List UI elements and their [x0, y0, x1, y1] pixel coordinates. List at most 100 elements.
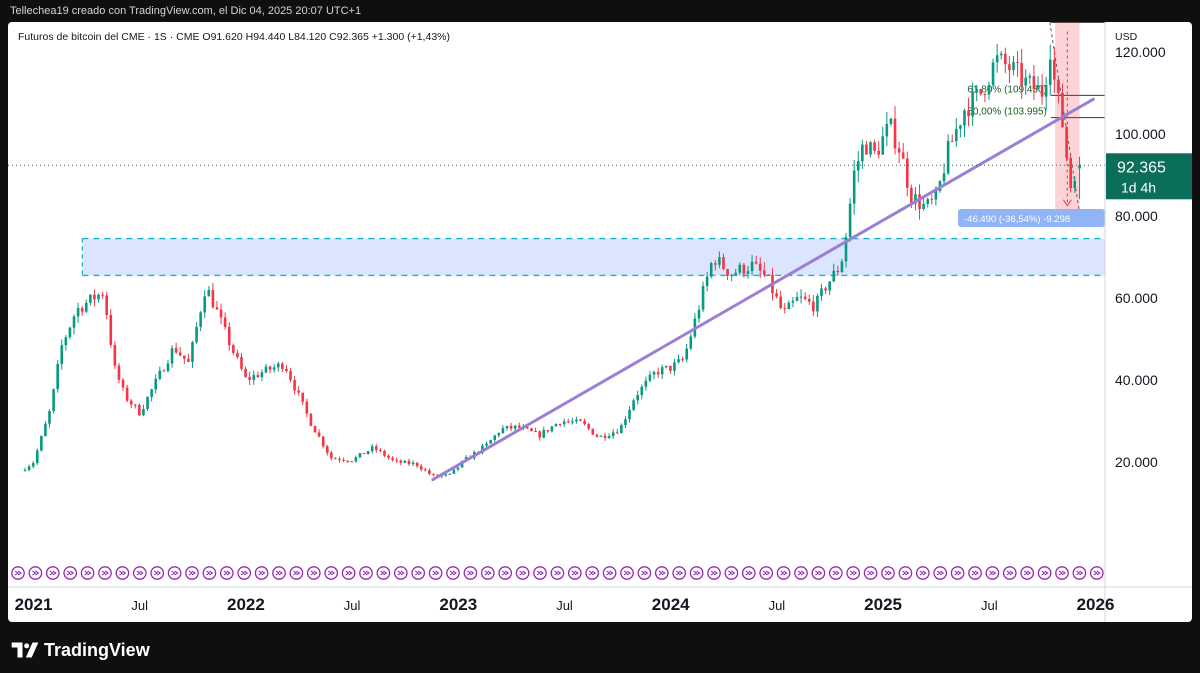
time-tick-label: 2026	[1077, 595, 1115, 614]
candle-body	[783, 307, 787, 310]
candle-body	[89, 294, 92, 303]
candle-body	[203, 296, 207, 313]
tradingview-logo[interactable]: TradingView	[10, 638, 150, 662]
measure-range-box[interactable]: -46.490 (-36,54%) -9.298	[958, 22, 1105, 228]
candle-body	[575, 419, 578, 422]
candle-body	[1069, 157, 1072, 189]
event-marker-chevron-icon	[310, 570, 318, 576]
event-marker-chevron-icon	[728, 570, 736, 576]
fibonacci-retracement[interactable]: 100,00% (127.240)61,80% (109.430)50,00% …	[962, 22, 1105, 214]
candle-body	[656, 372, 660, 375]
candlestick-chart[interactable]: 100,00% (127.240)61,80% (109.430)50,00% …	[8, 22, 1192, 622]
event-marker-chevron-icon	[1023, 570, 1032, 576]
candle-body	[40, 436, 43, 451]
candle-body	[317, 432, 321, 437]
event-marker-chevron-icon	[49, 570, 57, 576]
event-marker-chevron-icon	[66, 570, 75, 576]
support-zone[interactable]	[81, 237, 1106, 277]
candle-body	[950, 140, 954, 142]
event-marker-chevron-icon	[240, 570, 249, 576]
candle-body	[60, 345, 64, 364]
candle-body	[170, 348, 174, 364]
candle-body	[289, 371, 292, 380]
candle-body	[554, 424, 558, 427]
candle-body	[636, 395, 639, 401]
event-marker-chevron-icon	[501, 570, 510, 576]
trendline-line[interactable]	[431, 97, 1095, 482]
candle-body	[795, 296, 799, 301]
time-tick-label: Jul	[769, 598, 786, 613]
event-marker-chevron-icon	[345, 570, 353, 576]
candle-body	[109, 314, 113, 345]
candle-body	[803, 296, 807, 299]
support-zone-box[interactable]	[82, 238, 1106, 276]
time-tick-label: 2024	[652, 595, 690, 614]
fib-level-label: 50,00% (103.995)	[967, 107, 1047, 118]
time-tick-label: 2025	[864, 595, 902, 614]
candle-body	[558, 424, 562, 426]
candle-body	[35, 450, 39, 464]
event-marker-chevron-icon	[136, 570, 144, 576]
event-marker-chevron-icon	[693, 570, 701, 576]
countdown-label: 1d 4h	[1121, 179, 1156, 195]
event-marker-chevron-icon	[275, 570, 283, 576]
candle-body	[211, 289, 215, 308]
candle-body	[697, 309, 701, 319]
price-tick-label: 60.000	[1115, 290, 1158, 306]
candle-body	[207, 289, 211, 297]
candle-body	[330, 452, 333, 459]
candle-body	[236, 352, 239, 358]
candle-body	[379, 449, 382, 451]
price-tick-label: 20.000	[1115, 454, 1158, 470]
candle-body	[150, 389, 153, 397]
ohlc-high: H94.440	[245, 31, 286, 43]
candle-body	[227, 327, 231, 346]
candle-body	[244, 368, 247, 377]
candle-body	[374, 446, 378, 450]
candle-body	[930, 199, 934, 201]
candle-body	[489, 440, 492, 444]
candle-body	[456, 467, 460, 470]
fib-level-label: 61,80% (109.430)	[967, 84, 1047, 95]
candle-body	[1078, 165, 1081, 169]
event-marker-chevron-icon	[223, 570, 231, 576]
candle-body	[1020, 63, 1023, 86]
candle-body	[129, 400, 133, 405]
trendline[interactable]	[431, 97, 1095, 482]
event-markers-row[interactable]	[11, 566, 1104, 580]
candle-body	[166, 363, 170, 372]
candle-body	[722, 257, 725, 270]
candle-body	[248, 376, 251, 380]
event-marker-chevron-icon	[588, 570, 597, 576]
price-tick-label: 40.000	[1115, 372, 1158, 388]
candle-body	[142, 409, 145, 416]
event-marker-chevron-icon	[936, 570, 945, 576]
chart-panel[interactable]: 100,00% (127.240)61,80% (109.430)50,00% …	[8, 22, 1192, 622]
candle-body	[199, 312, 202, 327]
event-marker-chevron-icon	[327, 570, 336, 576]
candle-body	[423, 469, 427, 471]
event-marker-chevron-icon	[1041, 570, 1049, 576]
candle-body	[1036, 85, 1040, 90]
candle-body	[101, 294, 104, 296]
candle-body	[383, 450, 386, 456]
candle-body	[481, 445, 484, 453]
candle-body	[530, 428, 533, 432]
last-price-badge[interactable]	[1106, 153, 1192, 200]
event-marker-chevron-icon	[380, 570, 388, 576]
candle-body	[820, 288, 823, 296]
candle-body	[452, 469, 456, 474]
candle-body	[72, 316, 76, 328]
candle-body	[856, 161, 860, 171]
currency-label: USD	[1115, 31, 1138, 43]
candle-body	[444, 474, 448, 476]
candle-body	[620, 425, 623, 434]
candle-body	[848, 203, 852, 238]
candle-body	[791, 300, 795, 303]
candle-body	[121, 379, 125, 388]
candle-body	[812, 301, 815, 312]
symbol-legend[interactable]: Futuros de bitcoin del CME · 1S · CME O9…	[18, 31, 450, 43]
candle-body	[501, 428, 505, 434]
candle-body	[158, 370, 162, 379]
candle-body	[428, 470, 431, 474]
